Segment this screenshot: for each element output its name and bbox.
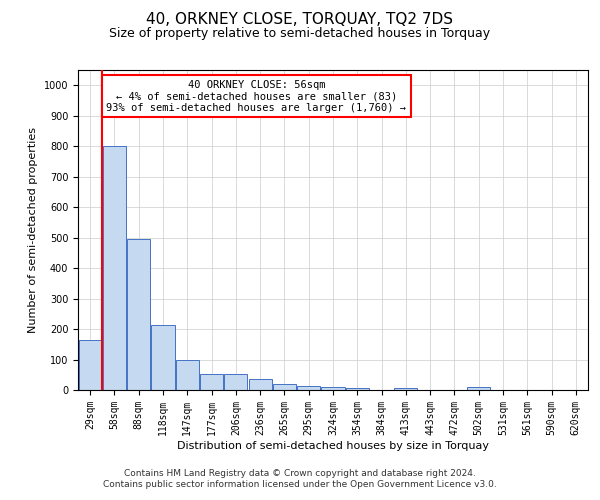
X-axis label: Distribution of semi-detached houses by size in Torquay: Distribution of semi-detached houses by … [177, 440, 489, 450]
Text: 40 ORKNEY CLOSE: 56sqm
← 4% of semi-detached houses are smaller (83)
93% of semi: 40 ORKNEY CLOSE: 56sqm ← 4% of semi-deta… [107, 80, 407, 113]
Bar [273, 384, 296, 390]
Bar [467, 387, 490, 390]
Bar [248, 380, 272, 390]
Text: 40, ORKNEY CLOSE, TORQUAY, TQ2 7DS: 40, ORKNEY CLOSE, TORQUAY, TQ2 7DS [146, 12, 454, 28]
Bar [224, 374, 247, 390]
Bar [127, 238, 150, 390]
Text: Contains HM Land Registry data © Crown copyright and database right 2024.: Contains HM Land Registry data © Crown c… [124, 468, 476, 477]
Bar [297, 386, 320, 390]
Text: Size of property relative to semi-detached houses in Torquay: Size of property relative to semi-detach… [109, 28, 491, 40]
Y-axis label: Number of semi-detached properties: Number of semi-detached properties [28, 127, 38, 333]
Bar [346, 388, 369, 390]
Bar [79, 340, 101, 390]
Bar [200, 374, 223, 390]
Bar [322, 387, 344, 390]
Bar [176, 360, 199, 390]
Bar [394, 388, 418, 390]
Text: Contains public sector information licensed under the Open Government Licence v3: Contains public sector information licen… [103, 480, 497, 489]
Bar [151, 325, 175, 390]
Bar [103, 146, 126, 390]
